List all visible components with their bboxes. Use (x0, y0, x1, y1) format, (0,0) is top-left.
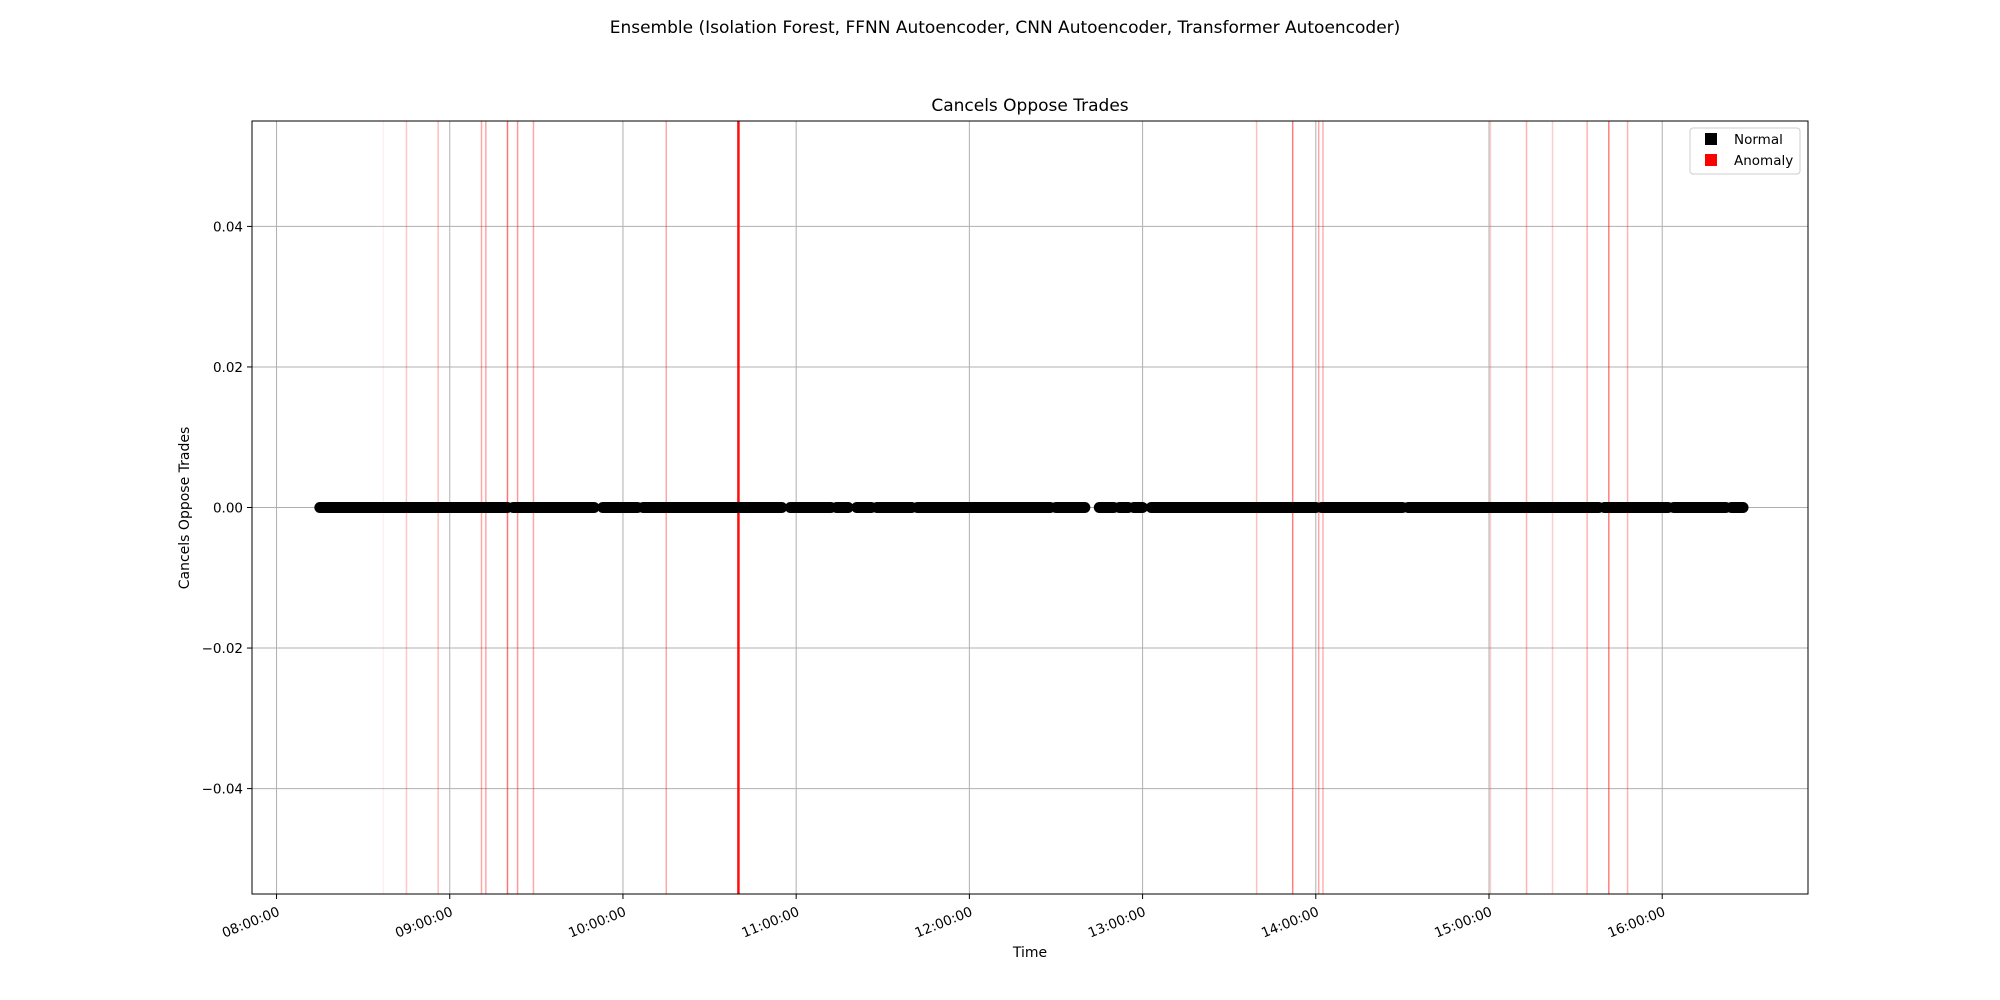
y-tick-label: 0.04 (213, 219, 243, 235)
y-axis: −0.04 −0.02 0.00 0.02 0.04 (202, 219, 252, 798)
legend-swatch-normal (1705, 133, 1717, 145)
y-axis-label: Cancels Oppose Trades (177, 427, 193, 590)
y-tick-label: 0.02 (213, 360, 243, 376)
legend-swatch-anomaly (1705, 154, 1717, 166)
legend-label-normal: Normal (1734, 132, 1783, 148)
legend-label-anomaly: Anomaly (1734, 153, 1793, 169)
y-tick-label: 0.00 (213, 501, 243, 517)
legend: Normal Anomaly (1689, 127, 1801, 175)
y-tick-label: −0.02 (202, 641, 243, 657)
y-tick-label: −0.04 (202, 782, 243, 798)
legend-frame (1689, 127, 1801, 175)
axes-title: Cancels Oppose Trades (931, 96, 1128, 116)
x-axis-label: Time (1012, 945, 1047, 961)
figure-suptitle: Ensemble (Isolation Forest, FFNN Autoenc… (610, 18, 1401, 38)
